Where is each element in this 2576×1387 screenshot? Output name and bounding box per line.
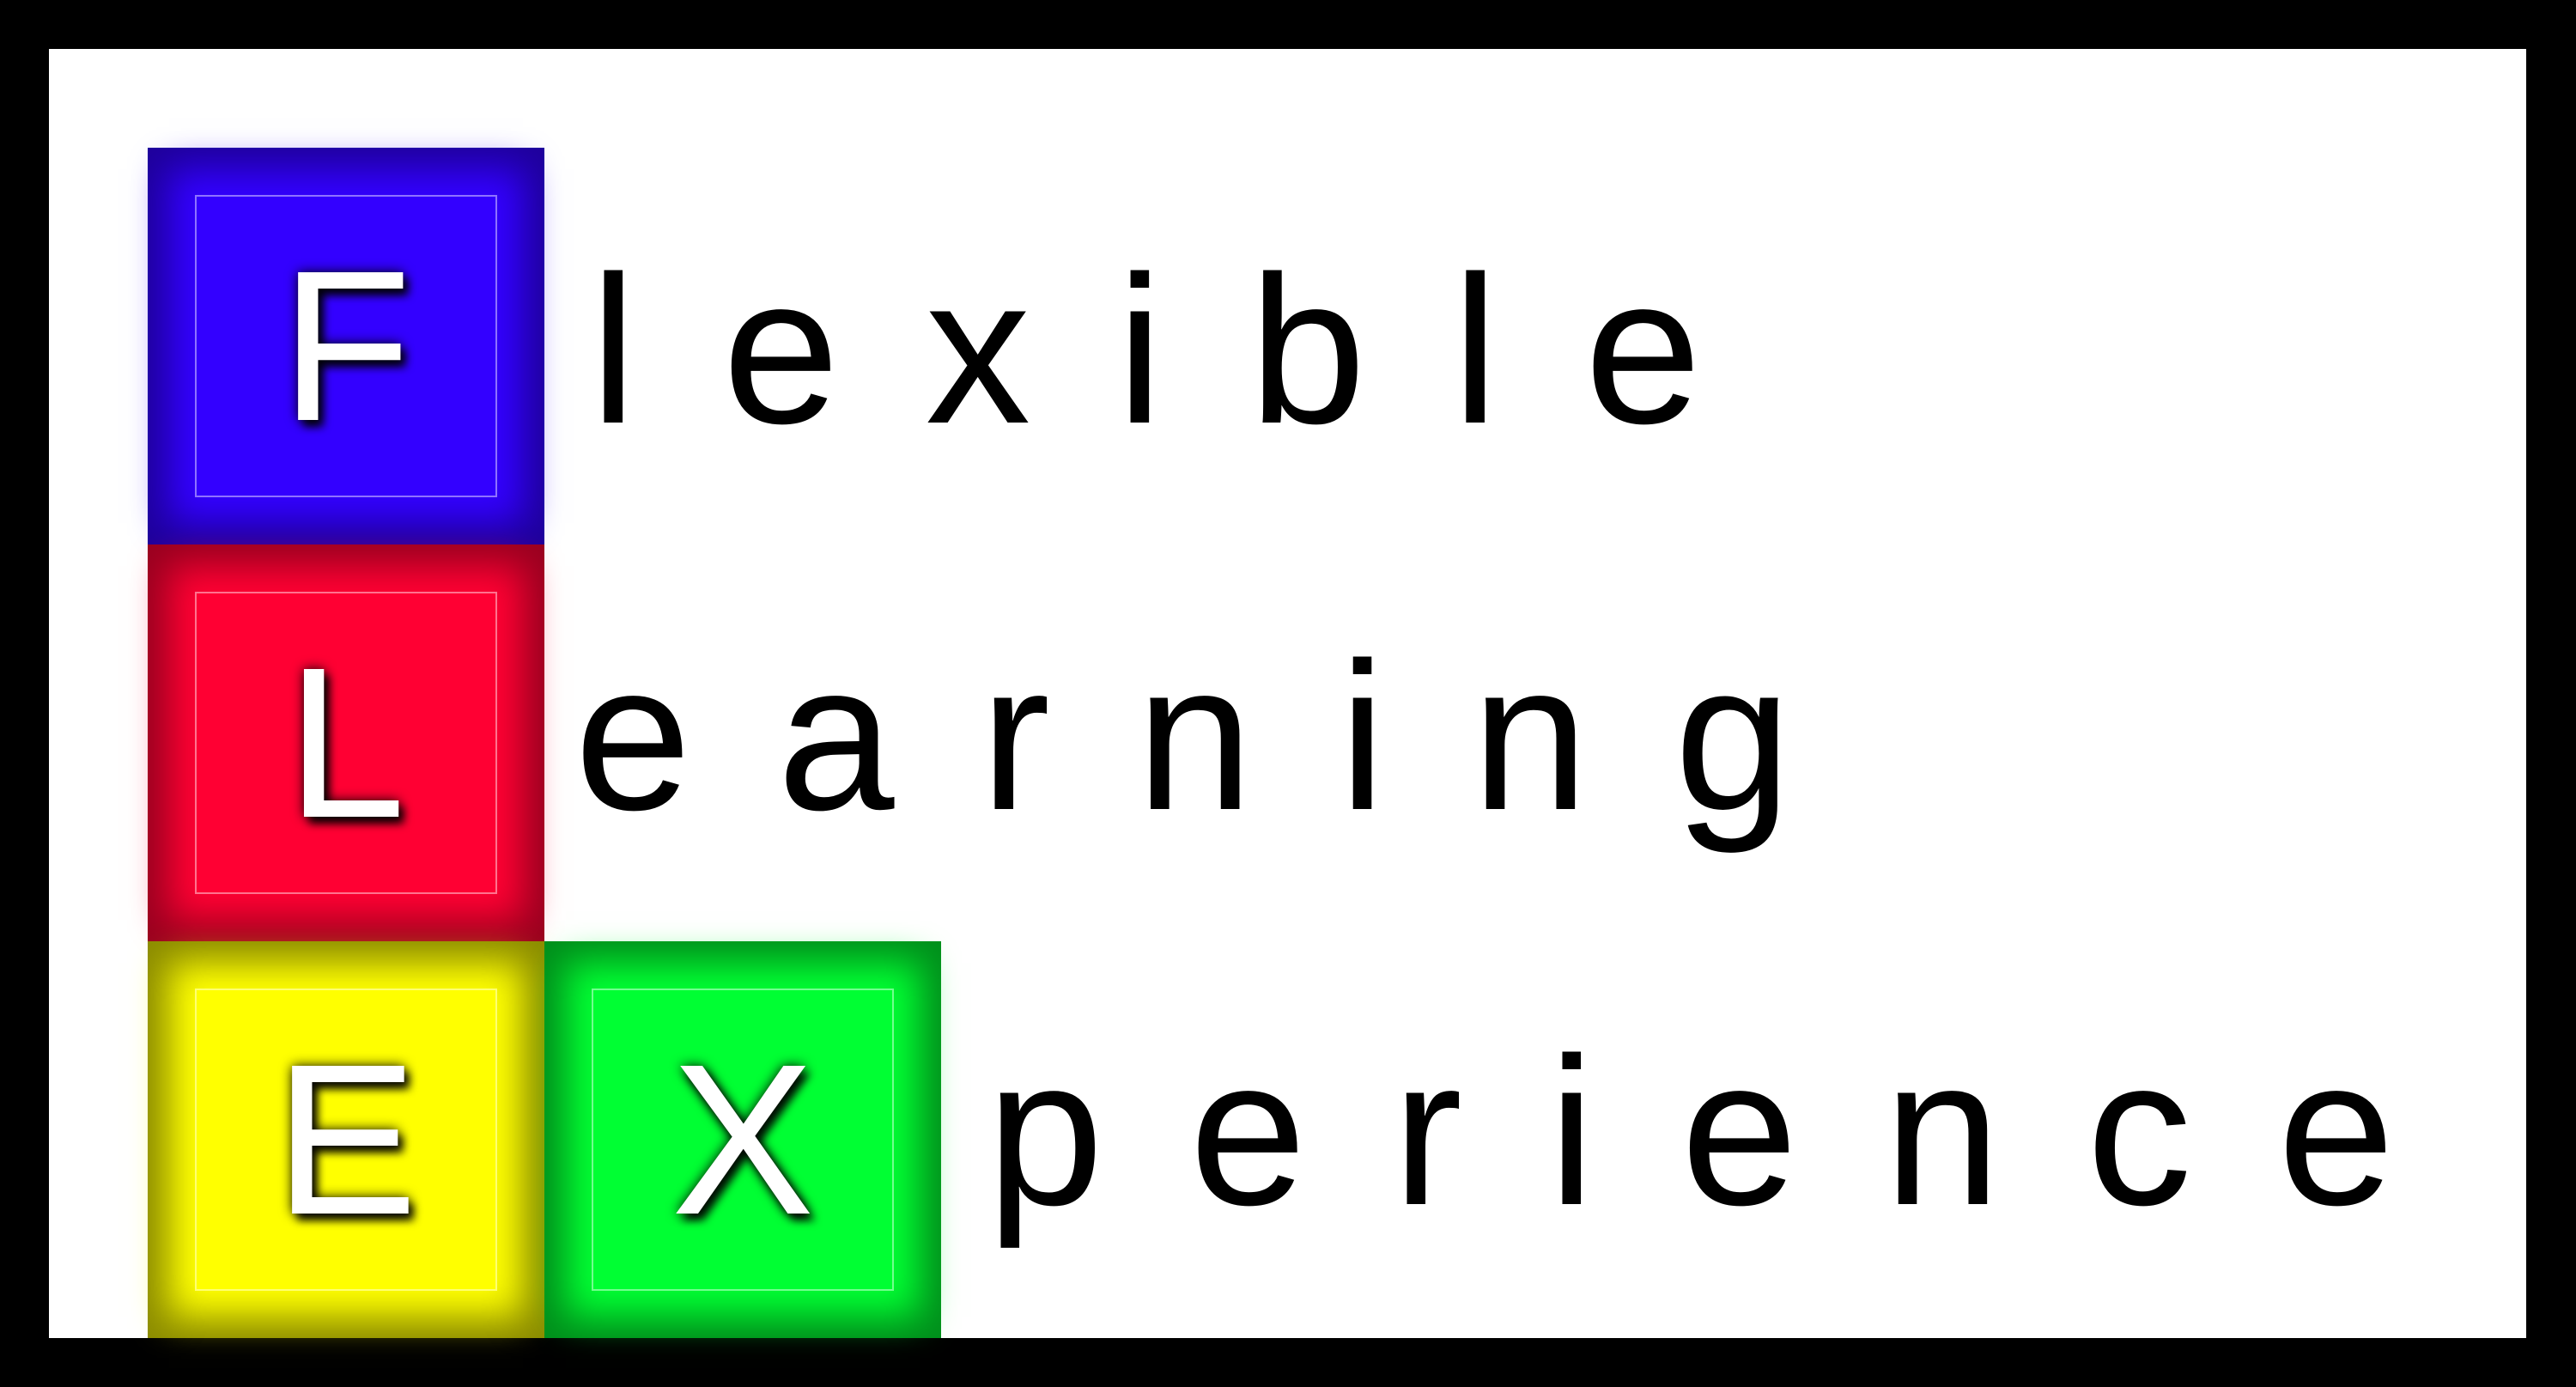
tile-x-letter: X [671,1019,815,1259]
tile-l-letter: L [286,623,406,862]
word-learning: earning [574,618,1878,854]
tile-x-inner [592,989,894,1291]
tile-l-inner [195,592,497,894]
tile-e-inner [195,989,497,1291]
logo-panel: F L E X lexible earning perience [49,49,2526,1338]
tile-f-letter: F [280,226,412,465]
word-flexible: lexible [590,232,1788,467]
tile-e-letter: E [274,1019,418,1259]
tile-f: F [148,148,544,544]
tile-x: X [544,941,941,1338]
tile-l: L [148,544,544,941]
word-experience: perience [987,1013,2481,1249]
tile-f-inner [195,195,497,497]
tile-e: E [148,941,544,1338]
